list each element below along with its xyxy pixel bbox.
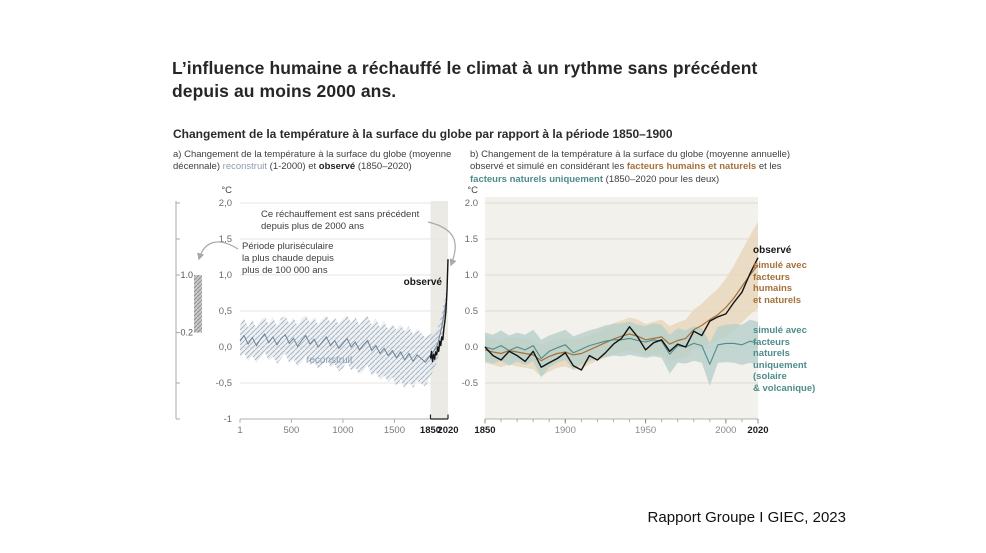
- annotation-warmest-period: Période pluriséculaire la plus chaude de…: [242, 241, 334, 276]
- x-tick-label: 1900: [555, 425, 576, 436]
- main-title: L’influence humaine a réchauffé le clima…: [172, 58, 758, 102]
- caption-fragment: reconstruit: [222, 161, 268, 173]
- y-tick-label: 1.0: [465, 270, 478, 281]
- scalebar-bar-hatch: [194, 275, 202, 333]
- panel-b-caption: b) Changement de la température à la sur…: [470, 149, 810, 186]
- x-tick-label: 1: [237, 425, 242, 436]
- caption-fragment: (1850–2020 pour les deux): [603, 173, 720, 185]
- y-axis-unit: °C: [221, 185, 232, 196]
- x-tick-label: 1500: [384, 425, 405, 436]
- y-axis-unit: °C: [467, 185, 478, 196]
- y-tick-label: 1,0: [219, 270, 232, 281]
- uncertainty-band-reconstruct-hatch: [240, 291, 446, 389]
- y-tick-label: -0,5: [216, 378, 232, 389]
- x-tick-label: 1000: [332, 425, 353, 436]
- caption-fragment: (1-2000) et: [267, 161, 319, 173]
- y-tick-label: 0,5: [219, 306, 232, 317]
- panel-a-caption: a) Changement de la température à la sur…: [173, 149, 465, 174]
- y-tick-label: 0,0: [219, 342, 232, 353]
- caption-fragment: facteurs humains et naturels: [626, 161, 757, 173]
- arrow-to-observed-spike: [427, 221, 457, 267]
- y-tick-label: 1.5: [465, 234, 478, 245]
- y-tick-label: 1,5: [219, 234, 232, 245]
- caption-fragment: facteurs naturels uniquement: [470, 173, 604, 185]
- x-tick-label: 1850: [420, 425, 441, 436]
- caption-fragment: et les: [756, 161, 782, 173]
- y-tick-label: 2.0: [465, 198, 478, 209]
- x-tick-label: 1950: [635, 425, 656, 436]
- legend-human-natural: simulé avec facteurs humains et naturels: [753, 260, 807, 306]
- panel-b-chart: 1850 1900 1950 2000 2020 2.0 1.5 1.0 0.5 0.0 -0.5 °…: [462, 185, 769, 436]
- x-tick-label: 1850: [474, 425, 495, 436]
- caption-fragment: observé: [318, 161, 356, 173]
- y-tick-label: 2,0: [219, 198, 232, 209]
- uncertainty-band-natural: [485, 319, 758, 386]
- caption-fragment: b) Changement de la température à la sur…: [470, 149, 791, 173]
- panel-a-chart: 1.00.21 500 1000 1500 185020202,01,51,00,50,…: [175, 185, 459, 436]
- figure-subtitle: Changement de la température à la surfac…: [173, 127, 673, 141]
- legend-natural-only: simulé avec facteurs naturels uniquement…: [753, 325, 816, 394]
- scalebar-label: 1.0: [180, 270, 193, 280]
- scalebar-label: 0.2: [180, 328, 193, 338]
- legend-observed: observé: [753, 245, 792, 256]
- line-simulated-natural: [484, 337, 759, 365]
- source-attribution: Rapport Groupe I GIEC, 2023: [647, 509, 846, 526]
- y-tick-label: 0.5: [465, 306, 478, 317]
- label-reconstruct-a: reconstruit: [306, 355, 353, 366]
- caption-fragment: a) Changement de la température à la sur…: [173, 149, 452, 173]
- annotation-unprecedented-warming: Ce réchauffement est sans précédent depu…: [261, 209, 420, 232]
- caption-fragment: (1850–2020): [355, 161, 412, 173]
- x-tick-label: 2020: [747, 425, 768, 436]
- line-observed-b: [484, 257, 759, 371]
- line-observed-a: [429, 259, 449, 363]
- y-tick-label: -1: [224, 414, 232, 425]
- arrow-to-scalebar: [197, 241, 239, 261]
- label-observed-a: observé: [403, 277, 442, 288]
- y-tick-label: -0.5: [462, 378, 478, 389]
- line-reconstruct: [239, 302, 447, 363]
- y-tick-label: 0.0: [465, 342, 478, 353]
- x-tick-label: 2000: [715, 425, 736, 436]
- x-tick-label: 2020: [437, 425, 458, 436]
- x-tick-label: 500: [283, 425, 299, 436]
